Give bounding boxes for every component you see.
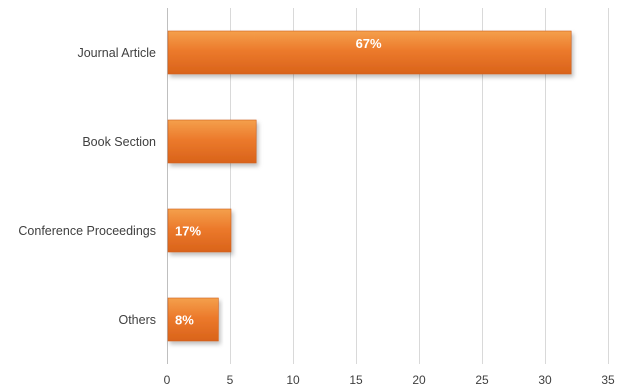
data-labels: 67% 17% 8%	[175, 36, 382, 328]
category-labels: Journal Article Book Section Conference Pr…	[18, 46, 156, 327]
data-label: 17%	[175, 224, 201, 239]
x-tick-label: 15	[349, 373, 363, 387]
x-tick-label: 25	[475, 373, 489, 387]
x-axis-ticks: 0 5 10 15 20 25 30 35	[164, 373, 615, 387]
bar	[167, 297, 219, 342]
x-tick-label: 20	[412, 373, 426, 387]
data-label: 8%	[175, 313, 194, 328]
bar	[167, 30, 572, 75]
x-tick-label: 10	[286, 373, 300, 387]
category-label: Journal Article	[77, 46, 156, 60]
bar	[167, 119, 257, 164]
category-label: Book Section	[82, 135, 156, 149]
x-tick-label: 35	[601, 373, 615, 387]
x-tick-label: 5	[227, 373, 234, 387]
bars	[167, 30, 572, 342]
x-tick-label: 30	[538, 373, 552, 387]
bar	[167, 208, 232, 253]
data-label: 67%	[356, 36, 382, 51]
x-tick-label: 0	[164, 373, 171, 387]
category-label: Conference Proceedings	[18, 224, 156, 238]
category-label: Others	[118, 313, 156, 327]
